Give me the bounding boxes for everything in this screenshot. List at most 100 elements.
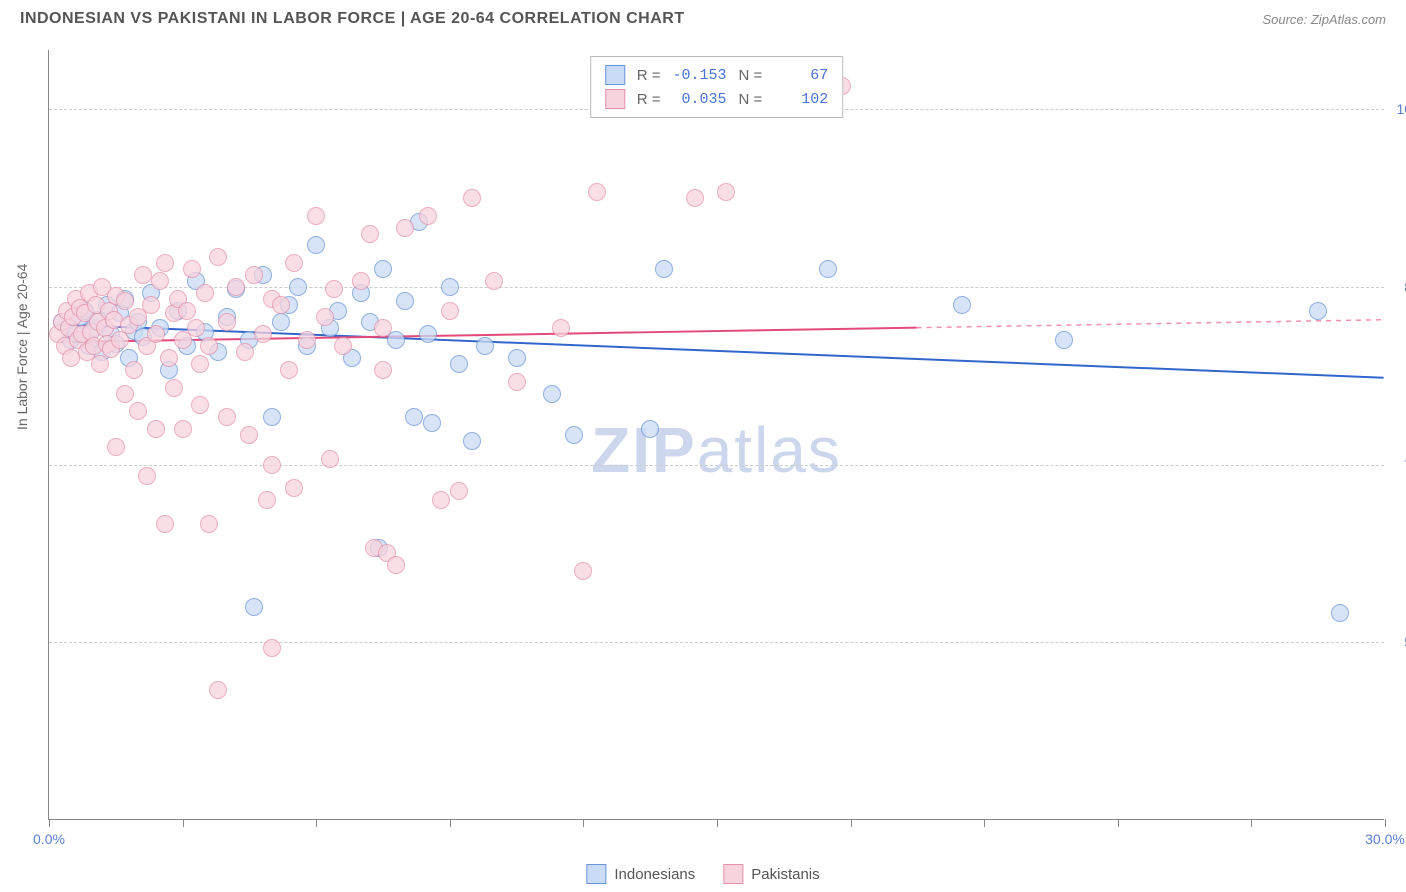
- data-point: [263, 456, 281, 474]
- n-label: N =: [739, 67, 763, 84]
- data-point: [374, 319, 392, 337]
- r-label: R =: [637, 67, 661, 84]
- data-point: [325, 280, 343, 298]
- x-tick: [1251, 819, 1252, 827]
- data-point: [334, 337, 352, 355]
- data-point: [419, 325, 437, 343]
- data-point: [1055, 331, 1073, 349]
- swatch-indonesians-icon: [605, 65, 625, 85]
- data-point: [200, 515, 218, 533]
- data-point: [111, 331, 129, 349]
- data-point: [953, 296, 971, 314]
- x-tick-label: 30.0%: [1365, 831, 1405, 847]
- data-point: [156, 515, 174, 533]
- data-point: [307, 207, 325, 225]
- data-point: [240, 426, 258, 444]
- correlation-legend: R = -0.153 N = 67 R = 0.035 N = 102: [590, 56, 844, 118]
- y-tick-label: 70.0%: [1389, 457, 1406, 473]
- data-point: [142, 296, 160, 314]
- data-point: [254, 325, 272, 343]
- swatch-indonesians-icon: [586, 864, 606, 884]
- r-value-pakistanis: 0.035: [669, 91, 727, 108]
- data-point: [183, 260, 201, 278]
- swatch-pakistanis-icon: [605, 89, 625, 109]
- data-point: [272, 313, 290, 331]
- data-point: [485, 272, 503, 290]
- data-point: [178, 302, 196, 320]
- data-point: [1309, 302, 1327, 320]
- data-point: [165, 379, 183, 397]
- data-point: [1331, 604, 1349, 622]
- data-point: [280, 361, 298, 379]
- data-point: [374, 361, 392, 379]
- data-point: [174, 420, 192, 438]
- data-point: [450, 482, 468, 500]
- data-point: [374, 260, 392, 278]
- x-tick: [1118, 819, 1119, 827]
- r-label: R =: [637, 91, 661, 108]
- data-point: [160, 349, 178, 367]
- data-point: [508, 373, 526, 391]
- x-tick: [450, 819, 451, 827]
- data-point: [641, 420, 659, 438]
- data-point: [285, 479, 303, 497]
- data-point: [508, 349, 526, 367]
- data-point: [200, 337, 218, 355]
- data-point: [574, 562, 592, 580]
- data-point: [125, 361, 143, 379]
- data-point: [543, 385, 561, 403]
- data-point: [218, 408, 236, 426]
- n-value-pakistanis: 102: [770, 91, 828, 108]
- data-point: [361, 225, 379, 243]
- data-point: [552, 319, 570, 337]
- data-point: [263, 408, 281, 426]
- data-point: [419, 207, 437, 225]
- data-point: [387, 556, 405, 574]
- y-tick-label: 100.0%: [1389, 101, 1406, 117]
- legend-row-indonesians: R = -0.153 N = 67: [605, 63, 829, 87]
- legend-label-pakistanis: Pakistanis: [751, 866, 819, 883]
- y-axis-label: In Labor Force | Age 20-64: [14, 264, 30, 430]
- data-point: [107, 438, 125, 456]
- data-point: [138, 467, 156, 485]
- x-tick: [717, 819, 718, 827]
- data-point: [285, 254, 303, 272]
- data-point: [116, 292, 134, 310]
- data-point: [396, 292, 414, 310]
- x-tick: [583, 819, 584, 827]
- data-point: [352, 272, 370, 290]
- data-point: [263, 639, 281, 657]
- data-point: [450, 355, 468, 373]
- data-point: [191, 396, 209, 414]
- x-tick: [49, 819, 50, 827]
- legend-item-indonesians: Indonesians: [586, 864, 695, 884]
- data-point: [396, 219, 414, 237]
- data-point: [156, 254, 174, 272]
- chart-plot-area: ZIPatlas 55.0%70.0%85.0%100.0% 0.0%30.0%…: [48, 50, 1384, 820]
- data-point: [321, 450, 339, 468]
- y-tick-label: 55.0%: [1389, 634, 1406, 650]
- data-point: [151, 272, 169, 290]
- data-point: [405, 408, 423, 426]
- n-label: N =: [739, 91, 763, 108]
- data-point: [236, 343, 254, 361]
- data-point: [272, 296, 290, 314]
- data-point: [91, 355, 109, 373]
- data-point: [258, 491, 276, 509]
- data-point: [307, 236, 325, 254]
- data-point: [209, 248, 227, 266]
- watermark: ZIPatlas: [591, 413, 842, 487]
- swatch-pakistanis-icon: [723, 864, 743, 884]
- data-point: [245, 598, 263, 616]
- series-legend: Indonesians Pakistanis: [586, 864, 819, 884]
- data-point: [116, 385, 134, 403]
- data-point: [245, 266, 263, 284]
- r-value-indonesians: -0.153: [669, 67, 727, 84]
- data-point: [147, 420, 165, 438]
- chart-title: INDONESIAN VS PAKISTANI IN LABOR FORCE |…: [20, 10, 685, 28]
- data-point: [423, 414, 441, 432]
- data-point: [134, 266, 152, 284]
- data-point: [819, 260, 837, 278]
- data-point: [147, 325, 165, 343]
- x-tick-label: 0.0%: [33, 831, 65, 847]
